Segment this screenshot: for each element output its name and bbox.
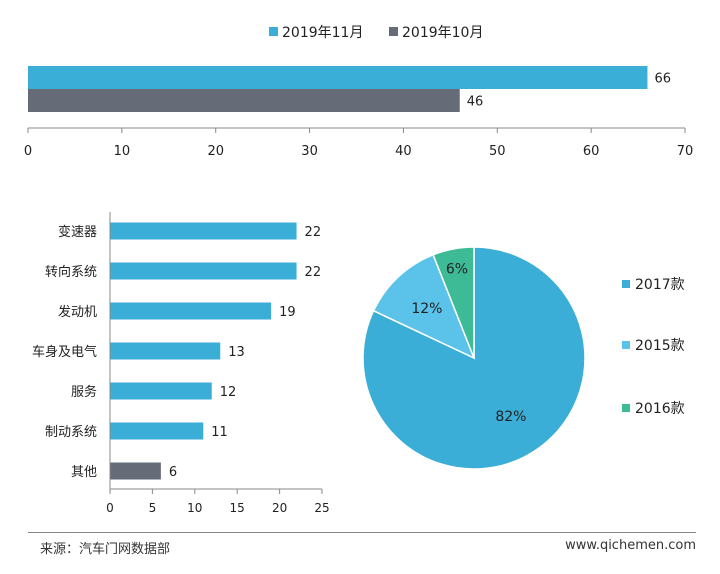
x-tick-label: 70 <box>677 144 694 159</box>
x-tick-label: 30 <box>301 144 318 159</box>
x-tick-label: 40 <box>395 144 412 159</box>
data-label: 12 <box>220 385 237 400</box>
source-note: 来源：汽车门网数据部 <box>40 542 171 557</box>
category-label: 制动系统 <box>45 425 97 440</box>
data-label: 22 <box>305 225 322 240</box>
category-label: 变速器 <box>58 224 97 240</box>
data-label: 13 <box>228 345 245 360</box>
x-tick-label: 20 <box>272 501 287 515</box>
legend-swatch <box>269 27 278 36</box>
category-label: 车身及电气 <box>32 344 97 360</box>
legend-swatch <box>389 27 398 36</box>
x-tick-label: 25 <box>314 501 329 515</box>
x-tick-label: 50 <box>489 144 506 159</box>
bar-制动系统 <box>110 422 204 440</box>
category-label: 服务 <box>71 384 97 400</box>
legend-swatch <box>622 404 630 412</box>
bar-其他 <box>110 462 161 480</box>
bar-服务 <box>110 382 212 400</box>
pie-data-label: 82% <box>495 409 526 425</box>
data-label: 11 <box>211 425 228 440</box>
bar-转向系统 <box>110 262 297 280</box>
data-label: 46 <box>467 95 484 110</box>
bar-2019年11月 <box>28 66 648 89</box>
x-tick-label: 10 <box>114 144 131 159</box>
data-label: 66 <box>654 72 671 87</box>
x-tick-label: 0 <box>24 144 32 159</box>
legend-label: 2019年11月 <box>282 25 363 41</box>
pie-data-label: 6% <box>446 262 468 278</box>
x-tick-label: 15 <box>230 501 245 515</box>
bar-2019年10月 <box>28 89 460 112</box>
pie-slice-2015款 <box>372 253 476 360</box>
website-url: www.qichemen.com <box>565 538 696 553</box>
data-label: 6 <box>169 465 177 480</box>
category-label: 发动机 <box>58 304 97 320</box>
pie-data-label: 12% <box>411 301 442 317</box>
footer-divider <box>28 532 696 533</box>
x-tick-label: 0 <box>106 501 114 515</box>
legend-swatch <box>622 280 630 288</box>
pie-slice-2016款 <box>432 246 475 359</box>
bar-发动机 <box>110 302 272 320</box>
category-label: 转向系统 <box>45 264 97 280</box>
legend-label: 2017款 <box>635 277 685 293</box>
x-tick-label: 60 <box>583 144 600 159</box>
category-label: 其他 <box>71 465 97 480</box>
data-label: 19 <box>279 305 296 320</box>
x-tick-label: 20 <box>207 144 224 159</box>
bar-车身及电气 <box>110 342 221 360</box>
data-label: 22 <box>305 265 322 280</box>
legend-swatch <box>622 341 630 349</box>
legend-label: 2016款 <box>635 401 685 417</box>
legend-label: 2015款 <box>635 338 685 354</box>
legend-label: 2019年10月 <box>402 25 483 41</box>
x-tick-label: 5 <box>149 501 157 515</box>
x-tick-label: 10 <box>187 501 202 515</box>
bar-变速器 <box>110 222 297 240</box>
